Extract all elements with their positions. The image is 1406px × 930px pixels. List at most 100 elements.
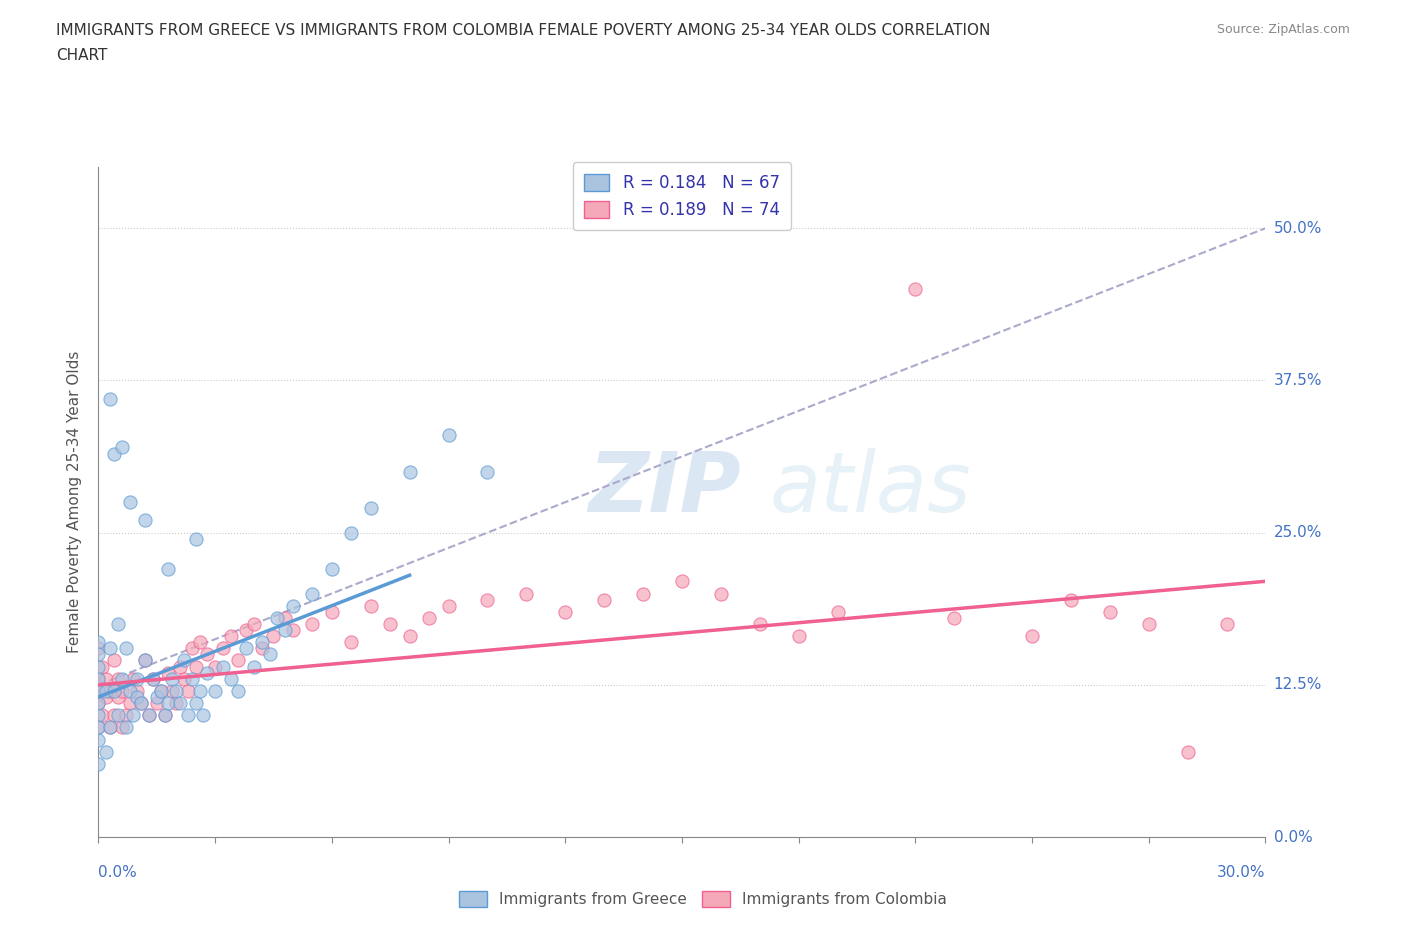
Point (204, 684, 226, 698)
Point (146, 689, 169, 704)
Point (173, 671, 195, 686)
Point (477, 592, 499, 607)
Point (98, 641, 121, 656)
Point (87, 732, 110, 747)
Point (107, 708, 129, 723)
Point (228, 653, 250, 668)
Text: 0.0%: 0.0% (1274, 830, 1312, 844)
Point (127, 689, 149, 704)
Point (165, 696, 187, 711)
Point (157, 665, 180, 680)
Point (96, 684, 118, 698)
Point (1060, 592, 1083, 607)
Point (127, 684, 149, 698)
Point (671, 574, 693, 589)
Point (195, 647, 218, 662)
Point (169, 696, 191, 711)
Point (87, 684, 110, 698)
Point (96, 671, 118, 686)
Point (127, 671, 149, 686)
Point (87, 659, 110, 674)
Point (114, 720, 136, 735)
Point (193, 708, 215, 723)
Point (165, 684, 187, 698)
Point (129, 696, 152, 711)
Point (1137, 617, 1160, 631)
Point (593, 592, 616, 607)
Point (103, 708, 125, 723)
Point (219, 629, 242, 644)
Point (162, 671, 184, 686)
Point (91, 659, 114, 674)
Point (710, 586, 733, 601)
Point (87, 641, 110, 656)
Point (748, 617, 770, 631)
Point (118, 696, 141, 711)
Point (103, 653, 125, 668)
Point (340, 525, 363, 540)
Point (138, 708, 160, 723)
Point (157, 562, 180, 577)
Text: 12.5%: 12.5% (1274, 677, 1322, 692)
Point (122, 671, 145, 686)
Y-axis label: Female Poverty Among 25-34 Year Olds: Female Poverty Among 25-34 Year Olds (67, 351, 83, 654)
Point (96, 744, 118, 759)
Point (340, 635, 363, 650)
Point (631, 586, 654, 601)
Point (134, 513, 156, 528)
Point (122, 708, 145, 723)
Point (91, 708, 114, 723)
Point (321, 562, 343, 577)
Point (360, 598, 382, 613)
Point (321, 604, 343, 619)
Text: 50.0%: 50.0% (1274, 220, 1322, 236)
Point (259, 647, 281, 662)
Point (274, 622, 297, 637)
Point (904, 282, 927, 297)
Legend: R = 0.184   N = 67, R = 0.189   N = 74: R = 0.184 N = 67, R = 0.189 N = 74 (572, 163, 792, 231)
Text: 37.5%: 37.5% (1274, 373, 1322, 388)
Point (184, 696, 207, 711)
Point (204, 659, 226, 674)
Point (157, 696, 180, 711)
Point (111, 440, 134, 455)
Point (180, 641, 202, 656)
Point (87, 635, 110, 650)
Point (477, 464, 499, 479)
Legend: Immigrants from Greece, Immigrants from Colombia: Immigrants from Greece, Immigrants from … (453, 884, 953, 913)
Point (228, 684, 250, 698)
Point (219, 671, 242, 686)
Point (418, 610, 440, 625)
Point (87, 684, 110, 698)
Point (195, 665, 218, 680)
Point (118, 684, 141, 698)
Point (129, 696, 152, 711)
Text: CHART: CHART (56, 48, 108, 63)
Point (398, 464, 420, 479)
Point (212, 659, 235, 674)
Point (114, 708, 136, 723)
Point (250, 641, 273, 656)
Text: 0.0%: 0.0% (98, 865, 138, 880)
Point (301, 586, 323, 601)
Point (87, 708, 110, 723)
Point (262, 629, 284, 644)
Text: 30.0%: 30.0% (1218, 865, 1265, 880)
Point (188, 635, 211, 650)
Point (1098, 604, 1121, 619)
Point (111, 720, 134, 735)
Point (107, 671, 129, 686)
Point (554, 604, 576, 619)
Point (98, 720, 121, 735)
Text: atlas: atlas (769, 448, 972, 529)
Point (87, 671, 110, 686)
Point (134, 653, 156, 668)
Point (437, 428, 460, 443)
Text: Source: ZipAtlas.com: Source: ZipAtlas.com (1216, 23, 1350, 36)
Point (153, 708, 176, 723)
Point (212, 641, 235, 656)
Point (103, 684, 125, 698)
Point (243, 617, 266, 631)
Point (235, 641, 257, 656)
Point (87, 756, 110, 771)
